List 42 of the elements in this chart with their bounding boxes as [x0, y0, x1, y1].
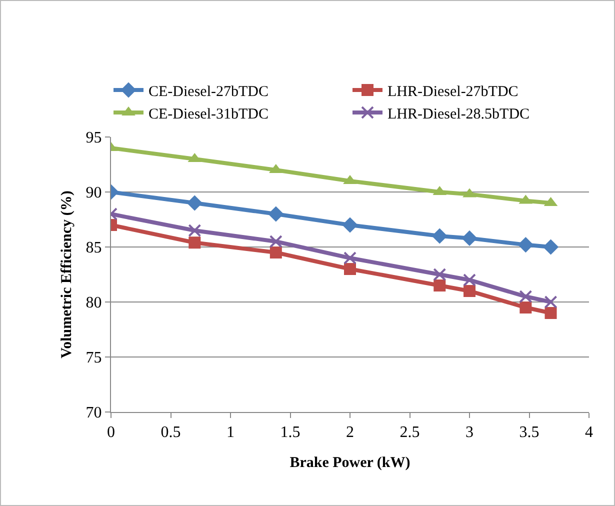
- x-tick-label: 0: [107, 424, 115, 442]
- legend-label: LHR-Diesel-28.5bTDC: [388, 106, 530, 122]
- y-tick-label: 80: [86, 294, 102, 312]
- x-tick-label: 4: [585, 424, 593, 442]
- point: [432, 228, 448, 244]
- point: [542, 239, 559, 255]
- x-axis-title: Brake Power (kW): [290, 455, 410, 471]
- point: [433, 268, 446, 281]
- point: [188, 236, 201, 249]
- x-tick-label: 2: [346, 424, 354, 442]
- point: [544, 296, 558, 308]
- x-tick-label: 0.5: [160, 424, 181, 442]
- y-tick-label: 75: [86, 350, 102, 367]
- point: [544, 307, 557, 319]
- point: [518, 237, 534, 253]
- x-tick-label: 1.5: [280, 424, 300, 442]
- point: [520, 302, 532, 314]
- legend-label: CE-Diesel-31bTDC: [148, 106, 268, 122]
- y-tick-label: 85: [86, 240, 102, 257]
- y-tick-label: 95: [86, 130, 102, 147]
- point: [342, 217, 358, 233]
- legend-label: CE-Diesel-27bTDC: [148, 84, 268, 100]
- x-tick-label: 1: [226, 424, 234, 442]
- point: [519, 290, 532, 303]
- x-tick-label: 2.5: [400, 424, 420, 442]
- point: [268, 206, 284, 222]
- point: [344, 263, 356, 275]
- point: [186, 195, 202, 211]
- point: [344, 252, 356, 264]
- point: [464, 285, 476, 297]
- point: [188, 224, 202, 237]
- y-tick-label: 70: [86, 404, 102, 422]
- y-axis-title: Volumetric Efficiency (%): [59, 190, 75, 358]
- point: [269, 235, 282, 248]
- point: [434, 280, 446, 292]
- point: [463, 274, 476, 286]
- point: [270, 246, 282, 258]
- legend-label: LHR-Diesel-27bTDC: [388, 84, 518, 100]
- x-tick-label: 3: [466, 424, 474, 442]
- y-tick-label: 90: [86, 184, 102, 202]
- x-tick-label: 3.5: [519, 424, 540, 442]
- point: [462, 230, 478, 246]
